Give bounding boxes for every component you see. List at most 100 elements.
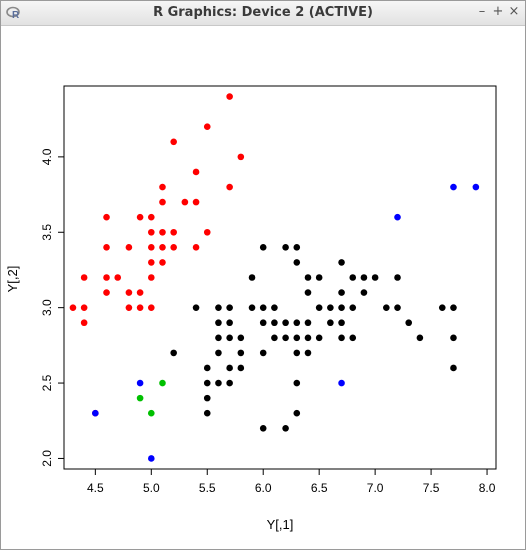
data-point-series-4 bbox=[304, 319, 312, 327]
x-tick-label: 6.0 bbox=[255, 481, 272, 495]
data-point-series-4 bbox=[405, 319, 413, 327]
data-point-series-4 bbox=[293, 244, 301, 251]
x-tick-label: 4.5 bbox=[87, 481, 104, 495]
data-point-series-1 bbox=[147, 274, 155, 281]
x-axis-label: Y[,1] bbox=[267, 517, 294, 532]
x-tick-label: 8.0 bbox=[479, 481, 496, 495]
x-tick-label: 6.5 bbox=[311, 481, 328, 495]
data-point-series-4 bbox=[237, 364, 245, 372]
scatter-plot: Y[,1] Y[,2] 4.5 5.0 5.5 6.0 6.5 7.0 7.5 8.0 2.0… bbox=[5, 85, 497, 532]
data-point-series-1 bbox=[147, 213, 155, 221]
data-point-series-4 bbox=[226, 364, 233, 372]
data-point-series-4 bbox=[259, 304, 267, 311]
data-point-series-4 bbox=[259, 349, 267, 357]
data-point-series-3 bbox=[472, 183, 480, 191]
data-point-series-3 bbox=[338, 379, 345, 387]
data-point-series-1 bbox=[159, 244, 166, 251]
data-point-series-4 bbox=[371, 274, 379, 281]
data-point-series-1 bbox=[103, 213, 110, 221]
data-point-series-1 bbox=[203, 228, 211, 236]
data-point-series-4 bbox=[416, 334, 424, 342]
svg-text:R: R bbox=[12, 10, 20, 21]
data-point-series-1 bbox=[147, 228, 155, 236]
data-point-series-4 bbox=[203, 409, 211, 417]
data-point-series-4 bbox=[215, 334, 222, 342]
x-tick-label: 5.5 bbox=[199, 481, 216, 495]
data-point-series-1 bbox=[203, 123, 211, 131]
data-point-series-4 bbox=[271, 319, 278, 327]
data-point-series-2 bbox=[147, 409, 155, 417]
data-point-series-1 bbox=[80, 274, 88, 281]
data-point-series-1 bbox=[226, 183, 233, 191]
data-point-series-4 bbox=[282, 334, 289, 342]
data-point-series-4 bbox=[450, 364, 457, 372]
data-point-series-4 bbox=[338, 289, 345, 296]
data-point-series-1 bbox=[80, 304, 88, 311]
data-point-series-4 bbox=[203, 394, 211, 402]
data-point-series-1 bbox=[125, 304, 133, 311]
maximize-button[interactable]: + bbox=[492, 4, 504, 19]
data-point-series-4 bbox=[215, 349, 222, 357]
data-point-series-4 bbox=[293, 334, 301, 342]
y-axis: 2.0 2.5 3.0 3.5 4.0 bbox=[40, 148, 65, 467]
data-point-series-4 bbox=[293, 409, 301, 417]
data-point-series-1 bbox=[136, 304, 144, 311]
data-point-series-4 bbox=[360, 274, 368, 281]
data-point-series-1 bbox=[226, 93, 233, 100]
data-point-series-2 bbox=[136, 394, 144, 402]
data-point-series-4 bbox=[237, 334, 245, 342]
data-point-series-1 bbox=[181, 198, 189, 206]
data-point-series-4 bbox=[349, 304, 357, 311]
data-point-series-2 bbox=[159, 379, 166, 387]
data-point-series-1 bbox=[192, 168, 200, 176]
data-point-series-4 bbox=[394, 304, 401, 311]
data-point-series-4 bbox=[293, 319, 301, 327]
minimize-button[interactable]: – bbox=[478, 4, 486, 19]
data-point-series-4 bbox=[293, 259, 301, 266]
data-point-series-4 bbox=[304, 289, 312, 296]
data-point-series-3 bbox=[92, 409, 99, 417]
data-point-series-1 bbox=[159, 228, 166, 236]
data-point-series-4 bbox=[215, 304, 222, 311]
data-point-series-4 bbox=[226, 334, 233, 342]
data-point-series-4 bbox=[259, 319, 267, 327]
data-point-series-4 bbox=[349, 334, 357, 342]
data-point-series-4 bbox=[192, 304, 200, 311]
data-point-series-4 bbox=[170, 349, 177, 357]
data-point-series-3 bbox=[147, 455, 155, 462]
data-point-series-1 bbox=[147, 244, 155, 251]
data-point-series-4 bbox=[203, 379, 211, 387]
data-point-series-4 bbox=[271, 334, 278, 342]
data-point-series-1 bbox=[159, 198, 166, 206]
y-axis-label: Y[,2] bbox=[5, 266, 20, 293]
data-point-series-4 bbox=[248, 304, 256, 311]
data-point-series-1 bbox=[103, 274, 110, 281]
y-tick-label: 3.5 bbox=[40, 224, 54, 241]
data-point-series-1 bbox=[147, 304, 155, 311]
data-point-series-4 bbox=[293, 379, 301, 387]
data-point-series-4 bbox=[271, 304, 278, 311]
data-point-series-1 bbox=[103, 244, 110, 251]
data-point-series-1 bbox=[69, 304, 77, 311]
data-point-series-4 bbox=[248, 274, 256, 281]
data-point-series-4 bbox=[282, 244, 289, 251]
data-point-series-4 bbox=[315, 334, 323, 342]
data-point-series-1 bbox=[136, 213, 144, 221]
data-point-series-4 bbox=[304, 334, 312, 342]
data-point-series-1 bbox=[170, 228, 177, 236]
data-point-series-4 bbox=[394, 274, 401, 281]
data-point-series-1 bbox=[170, 138, 177, 146]
data-point-series-4 bbox=[282, 319, 289, 327]
y-tick-label: 2.5 bbox=[40, 374, 54, 391]
r-logo-icon: R bbox=[6, 6, 20, 21]
data-point-series-4 bbox=[315, 274, 323, 281]
data-point-series-4 bbox=[226, 379, 233, 387]
data-point-series-4 bbox=[226, 304, 233, 311]
data-point-series-4 bbox=[259, 244, 267, 251]
title-bar[interactable]: R R Graphics: Device 2 (ACTIVE) – + × bbox=[1, 1, 525, 26]
plot-frame bbox=[63, 85, 497, 470]
data-point-series-4 bbox=[327, 319, 334, 327]
close-button[interactable]: × bbox=[508, 4, 520, 19]
data-point-series-4 bbox=[360, 289, 368, 296]
